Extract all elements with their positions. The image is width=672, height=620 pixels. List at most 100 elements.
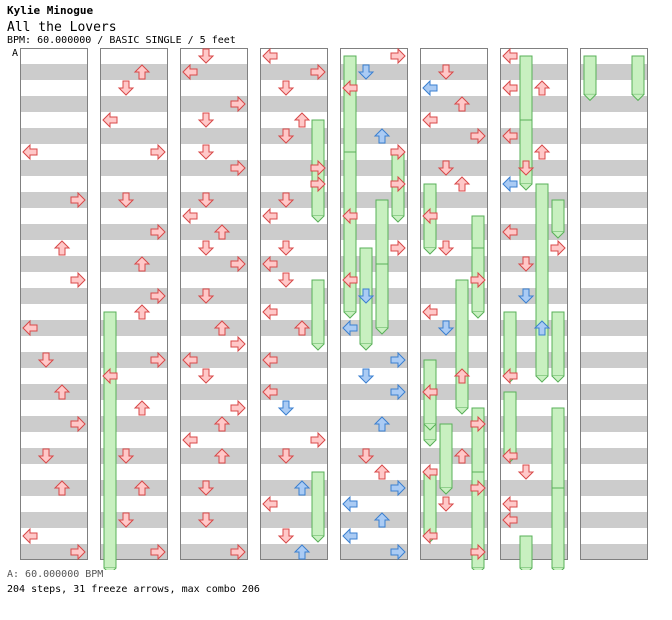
up-arrow — [133, 400, 151, 416]
beat-stripe — [500, 320, 568, 336]
freeze-arrow-tail — [311, 215, 325, 223]
freeze-arrow-tail — [311, 343, 325, 351]
section-marker: A — [12, 48, 19, 59]
freeze-arrow — [375, 199, 389, 265]
beat-stripe — [500, 384, 568, 400]
beat-stripe — [580, 160, 648, 176]
freeze-arrow-tail — [535, 375, 549, 383]
left-arrow — [502, 495, 518, 513]
beat-stripe — [20, 480, 88, 496]
beat-stripe — [260, 384, 328, 400]
up-arrow — [533, 320, 551, 336]
beat-stripe — [100, 384, 168, 400]
beat-stripe — [180, 512, 248, 528]
beat-stripe — [580, 384, 648, 400]
beat-stripe — [180, 224, 248, 240]
beat-stripe — [580, 480, 648, 496]
beat-stripe — [340, 160, 408, 176]
beat-stripe — [100, 512, 168, 528]
left-arrow — [422, 463, 438, 481]
up-arrow — [213, 320, 231, 336]
down-arrow — [197, 112, 215, 128]
right-arrow — [550, 239, 566, 257]
beat-stripe — [420, 224, 488, 240]
beat-stripe — [100, 192, 168, 208]
beat-stripe — [100, 256, 168, 272]
freeze-arrow — [503, 391, 517, 457]
beat-stripe — [580, 416, 648, 432]
freeze-arrow — [343, 215, 357, 313]
down-arrow — [277, 272, 295, 288]
beat-stripe — [500, 480, 568, 496]
chart-column — [20, 48, 88, 560]
left-arrow — [422, 383, 438, 401]
beat-stripe — [260, 352, 328, 368]
beat-stripe — [20, 384, 88, 400]
right-arrow — [390, 479, 406, 497]
freeze-arrow-tail — [471, 567, 485, 570]
freeze-arrow — [551, 311, 565, 377]
left-arrow — [262, 495, 278, 513]
left-arrow — [422, 303, 438, 321]
left-arrow — [262, 255, 278, 273]
down-arrow — [517, 288, 535, 304]
beat-stripe — [420, 192, 488, 208]
left-arrow — [422, 79, 438, 97]
left-arrow — [422, 111, 438, 129]
beat-stripe — [100, 480, 168, 496]
up-arrow — [453, 368, 471, 384]
right-arrow — [70, 191, 86, 209]
beat-stripe — [500, 512, 568, 528]
right-arrow — [230, 95, 246, 113]
beat-stripe — [420, 480, 488, 496]
chart-stats: 204 steps, 31 freeze arrows, max combo 2… — [7, 584, 260, 595]
chart-column — [180, 48, 248, 560]
down-arrow — [197, 368, 215, 384]
beat-stripe — [100, 448, 168, 464]
beat-stripe — [260, 320, 328, 336]
beat-stripe — [20, 128, 88, 144]
left-arrow — [262, 47, 278, 65]
beat-stripe — [500, 448, 568, 464]
beat-stripe — [20, 64, 88, 80]
beat-stripe — [500, 192, 568, 208]
beat-stripe — [260, 416, 328, 432]
beat-stripe — [20, 320, 88, 336]
freeze-arrow-tail — [519, 183, 533, 191]
right-arrow — [150, 287, 166, 305]
down-arrow — [117, 192, 135, 208]
down-arrow — [357, 368, 375, 384]
up-arrow — [293, 320, 311, 336]
right-arrow — [150, 543, 166, 561]
artist-name: Kylie Minogue — [7, 4, 94, 17]
down-arrow — [277, 240, 295, 256]
down-arrow — [437, 64, 455, 80]
beat-stripe — [260, 128, 328, 144]
beat-stripe — [180, 544, 248, 560]
down-arrow — [197, 512, 215, 528]
beat-stripe — [20, 224, 88, 240]
column-border — [180, 48, 248, 560]
beat-stripe — [20, 544, 88, 560]
beat-stripe — [260, 64, 328, 80]
beat-stripe — [580, 352, 648, 368]
beat-stripe — [420, 64, 488, 80]
left-arrow — [342, 79, 358, 97]
down-arrow — [277, 528, 295, 544]
right-arrow — [70, 543, 86, 561]
down-arrow — [197, 48, 215, 64]
beat-stripe — [500, 224, 568, 240]
freeze-arrow-tail — [583, 94, 597, 102]
left-arrow — [102, 367, 118, 385]
right-arrow — [230, 543, 246, 561]
beat-stripe — [580, 320, 648, 336]
down-arrow — [357, 288, 375, 304]
right-arrow — [230, 399, 246, 417]
beat-stripe — [20, 288, 88, 304]
up-arrow — [533, 144, 551, 160]
right-arrow — [230, 255, 246, 273]
down-arrow — [437, 496, 455, 512]
left-arrow — [342, 271, 358, 289]
column-border — [100, 48, 168, 560]
down-arrow — [517, 464, 535, 480]
